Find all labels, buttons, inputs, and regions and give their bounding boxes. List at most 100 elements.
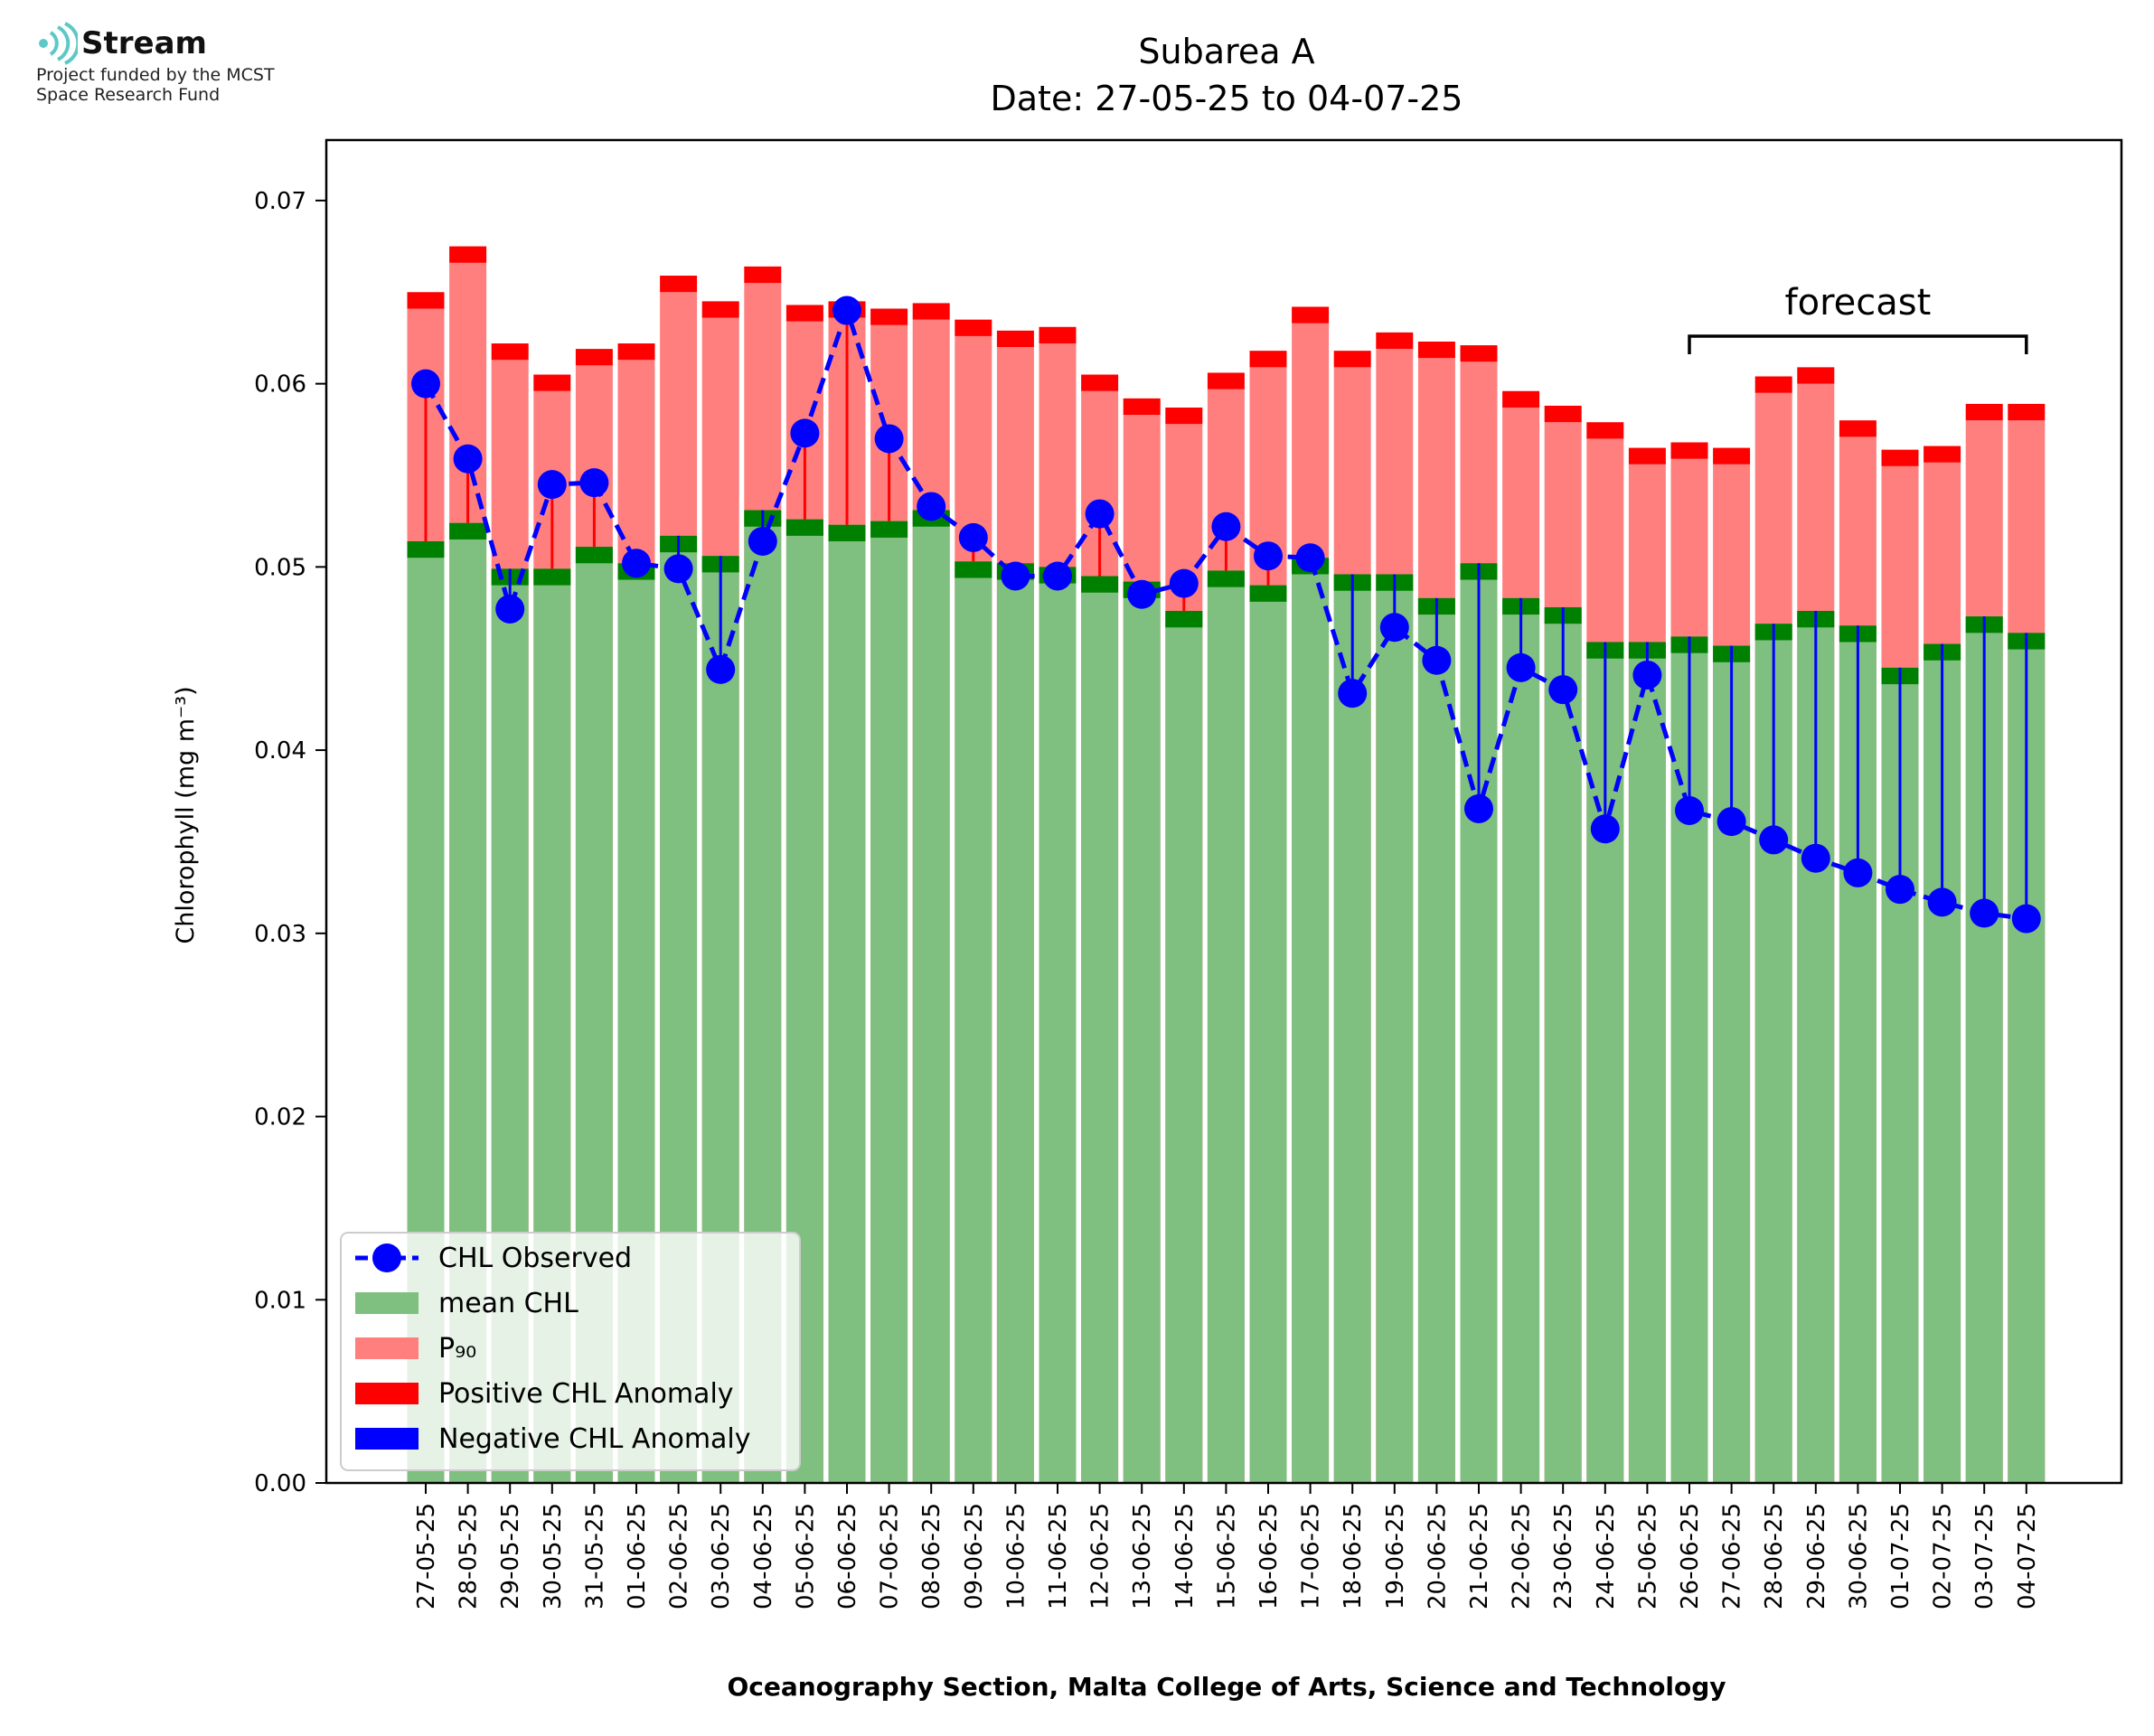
chl-observed-point-28-05-25: [453, 444, 483, 474]
x-tick-label-20-06-25: 20-06-25: [1424, 1503, 1451, 1609]
forecast-annotation-layer: forecast: [1688, 282, 2028, 354]
x-tick-label-26-06-25: 26-06-25: [1677, 1503, 1704, 1609]
x-tick-label-04-07-25: 04-07-25: [2014, 1503, 2041, 1609]
chl-observed-point-08-06-25: [917, 492, 946, 521]
chl-observed-point-30-06-25: [1843, 858, 1873, 887]
mean-band-31-05-25: [575, 547, 613, 564]
x-tick-label-08-06-25: 08-06-25: [918, 1503, 945, 1609]
mean-chl-bar-25-06-25: [1628, 642, 1666, 1483]
x-tick-label-29-05-25: 29-05-25: [497, 1503, 524, 1609]
p90-band-14-06-25: [1165, 407, 1203, 425]
x-tick-label-25-06-25: 25-06-25: [1634, 1503, 1661, 1609]
forecast-bracket: [1688, 334, 2028, 354]
x-tick-label-14-06-25: 14-06-25: [1171, 1503, 1199, 1609]
legend-box: [340, 1232, 801, 1471]
y-tick-label-5: 0.05: [254, 554, 306, 581]
x-tick-label-16-06-25: 16-06-25: [1256, 1503, 1283, 1609]
y-tick-label-7: 0.07: [254, 188, 306, 215]
x-tick-label-24-06-25: 24-06-25: [1593, 1503, 1620, 1609]
chl-observed-point-27-06-25: [1717, 807, 1746, 837]
mean-chl-bar-10-06-25: [996, 563, 1034, 1483]
chl-observed-point-02-07-25: [1927, 887, 1957, 917]
p90-band-29-06-25: [1797, 367, 1835, 384]
chl-observed-point-04-07-25: [2011, 904, 2041, 934]
mean-band-28-05-25: [449, 522, 487, 540]
p90-band-25-06-25: [1628, 447, 1666, 464]
p90-band-28-05-25: [449, 246, 487, 263]
p90-band-12-06-25: [1081, 374, 1119, 391]
x-tick-label-02-07-25: 02-07-25: [1930, 1503, 1957, 1609]
x-tick-label-11-06-25: 11-06-25: [1045, 1503, 1072, 1609]
x-tick-label-30-05-25: 30-05-25: [540, 1503, 567, 1609]
logo-funding-line-1: Project funded by the MCST: [36, 65, 275, 85]
x-tick-label-28-05-25: 28-05-25: [456, 1503, 483, 1609]
legend-handle-chl-observed-marker: [372, 1243, 401, 1272]
mean-chl-bar-20-06-25: [1417, 597, 1455, 1483]
p90-band-30-06-25: [1839, 420, 1877, 437]
y-tick-label-1: 0.01: [254, 1287, 306, 1314]
p90-band-27-05-25: [407, 292, 445, 309]
chl-observed-point-21-06-25: [1464, 793, 1493, 823]
legend-label-p90: P₉₀: [438, 1333, 476, 1365]
legend-label-chl-observed: CHL Observed: [438, 1243, 632, 1274]
mean-band-05-06-25: [785, 519, 823, 536]
mean-chl-bar-16-06-25: [1249, 585, 1287, 1483]
stream-waves-icon: [39, 22, 78, 65]
chl-observed-point-24-06-25: [1590, 814, 1620, 844]
mean-band-14-06-25: [1165, 611, 1203, 628]
p90-band-09-06-25: [955, 319, 992, 336]
mean-band-07-06-25: [870, 521, 908, 538]
x-tick-label-01-07-25: 01-07-25: [1887, 1503, 1914, 1609]
mean-chl-bar-14-06-25: [1165, 611, 1203, 1483]
p90-band-27-06-25: [1713, 447, 1751, 464]
mean-band-12-06-25: [1081, 576, 1119, 593]
chl-observed-point-03-07-25: [1970, 898, 1999, 928]
mean-chl-bar-06-06-25: [828, 524, 866, 1483]
p90-band-18-06-25: [1333, 351, 1371, 368]
x-tick-label-27-06-25: 27-06-25: [1719, 1503, 1746, 1609]
plot-frame: [325, 138, 2123, 1485]
p90-band-02-07-25: [1924, 446, 1961, 463]
legend-label-mean-chl: mean CHL: [438, 1288, 578, 1319]
mean-band-30-05-25: [533, 568, 571, 586]
legend-handle-negative-anomaly: [355, 1428, 419, 1450]
chl-observed-point-07-06-25: [874, 424, 904, 454]
p90-band-05-06-25: [785, 305, 823, 322]
mean-chl-bar-13-06-25: [1123, 581, 1161, 1483]
mean-band-15-06-25: [1207, 570, 1245, 587]
stream-logo: Stream Project funded by the MCST Space …: [34, 22, 414, 121]
chl-observed-point-20-06-25: [1422, 645, 1452, 675]
p90-band-23-06-25: [1544, 405, 1582, 423]
y-tick-label-6: 0.06: [254, 371, 306, 399]
p90-band-30-05-25: [533, 374, 571, 391]
p90-band-04-07-25: [2008, 403, 2046, 421]
chl-observed-point-14-06-25: [1169, 568, 1199, 598]
p90-band-08-06-25: [912, 303, 950, 320]
chl-observed-point-31-05-25: [579, 468, 609, 498]
mean-chl-bar-07-06-25: [870, 521, 908, 1483]
p90-band-29-05-25: [491, 343, 529, 361]
p90-band-19-06-25: [1376, 332, 1414, 350]
chl-observed-point-01-06-25: [622, 549, 651, 578]
chl-observed-point-02-06-25: [663, 554, 693, 584]
x-tick-label-22-06-25: 22-06-25: [1509, 1503, 1536, 1609]
mean-band-09-06-25: [955, 561, 992, 578]
p90-band-26-06-25: [1670, 442, 1708, 459]
chl-observed-point-06-06-25: [832, 296, 861, 325]
legend-handle-p90: [355, 1337, 419, 1359]
logo-brand: Stream: [81, 25, 207, 61]
chl-observed-point-04-06-25: [748, 526, 777, 556]
p90-band-01-06-25: [617, 343, 655, 361]
x-tick-label-09-06-25: 09-06-25: [961, 1503, 988, 1609]
x-tick-label-21-06-25: 21-06-25: [1466, 1503, 1493, 1609]
observed-line-layer: [411, 296, 2041, 934]
chl-observed-point-19-06-25: [1379, 613, 1409, 643]
chl-observed-point-30-05-25: [537, 470, 567, 500]
p90-band-10-06-25: [996, 330, 1034, 348]
chl-observed-point-10-06-25: [1001, 561, 1030, 591]
mean-chl-bar-11-06-25: [1039, 567, 1077, 1483]
chl-observed-point-27-05-25: [411, 369, 440, 399]
mean-chl-bar-09-06-25: [955, 561, 992, 1483]
chl-observed-point-03-06-25: [706, 654, 736, 684]
chl-observed-point-16-06-25: [1254, 541, 1283, 571]
